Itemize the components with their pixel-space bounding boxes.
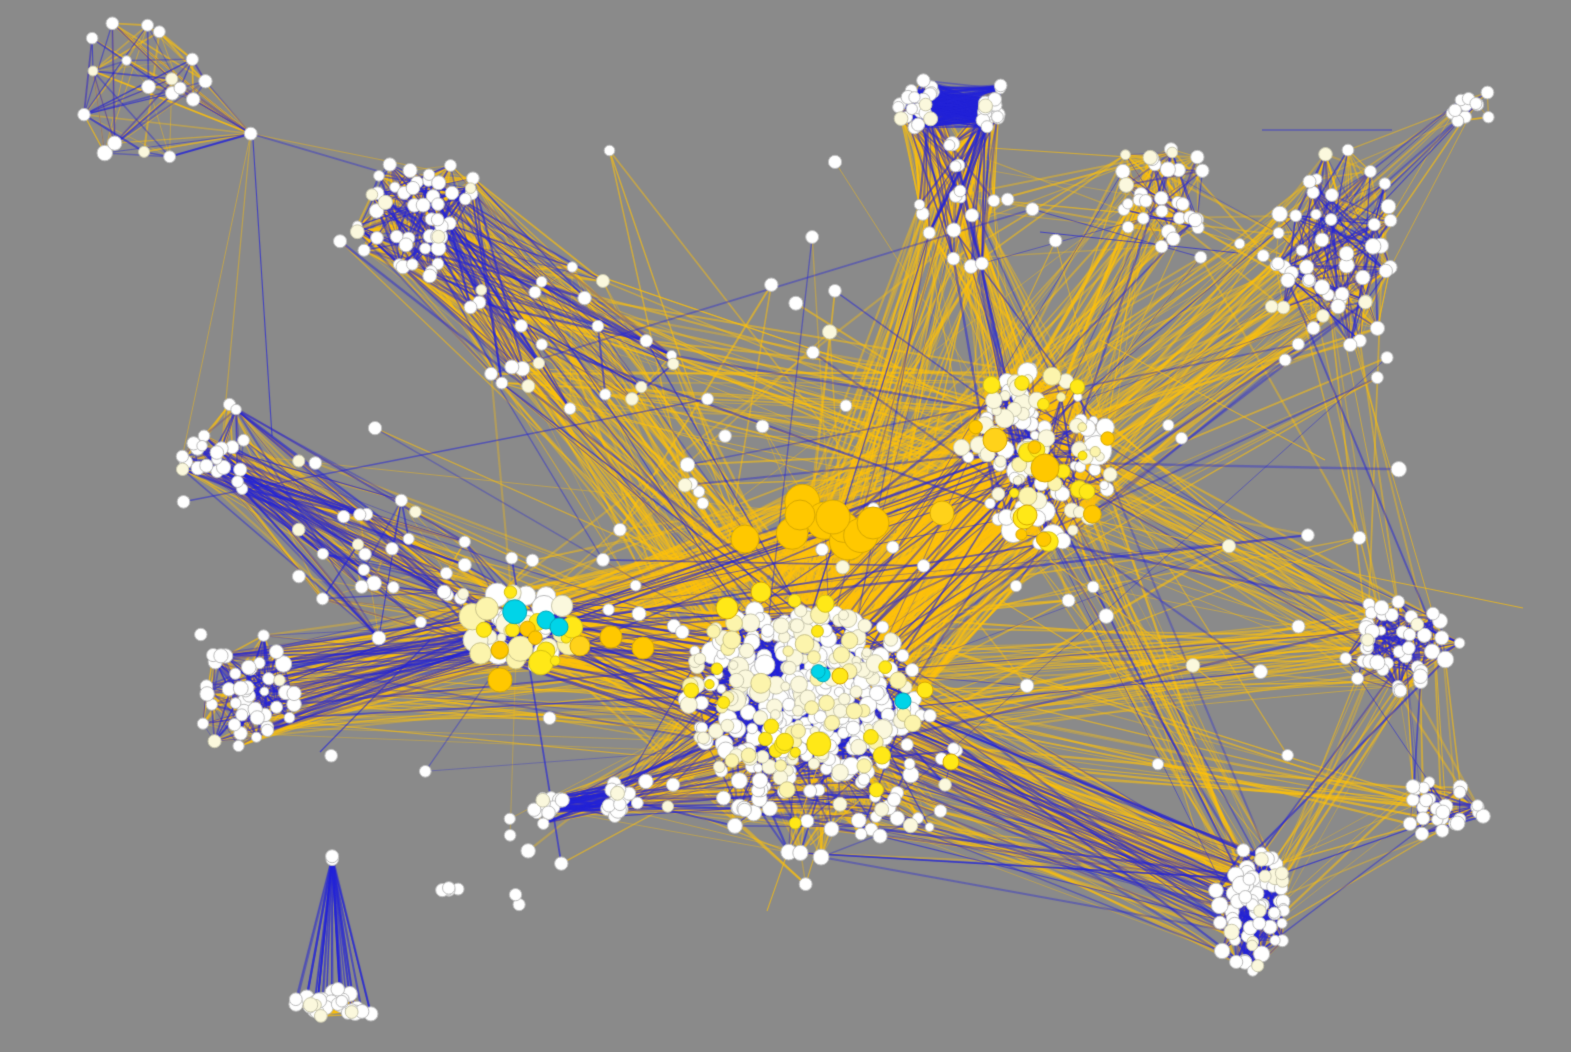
network-graph-canvas[interactable] — [0, 0, 1571, 1052]
network-graph-visualization[interactable] — [0, 0, 1571, 1052]
